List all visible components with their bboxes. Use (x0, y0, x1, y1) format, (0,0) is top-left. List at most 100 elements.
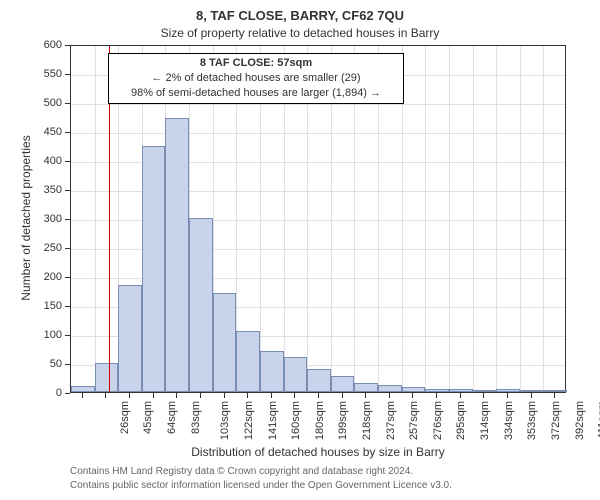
y-tick-label: 250 (0, 242, 62, 254)
x-tick-label: 237sqm (385, 401, 397, 440)
x-tick-mark (483, 393, 484, 398)
x-tick-mark (342, 393, 343, 398)
histogram-bar (425, 389, 449, 392)
x-tick-label: 26sqm (119, 401, 131, 434)
x-tick-label: 276sqm (432, 401, 444, 440)
y-tick-label: 200 (0, 271, 62, 283)
x-tick-label: 141sqm (267, 401, 279, 440)
x-tick-label: 45sqm (142, 401, 154, 434)
histogram-bar (236, 331, 260, 392)
y-tick-mark (65, 74, 70, 75)
x-tick-label: 411sqm (597, 401, 600, 439)
histogram-bar (165, 118, 189, 392)
histogram-bar (260, 351, 284, 392)
x-tick-label: 160sqm (290, 401, 302, 440)
x-tick-label: 392sqm (574, 401, 586, 440)
x-tick-label: 64sqm (166, 401, 178, 434)
y-tick-mark (65, 306, 70, 307)
gridline-v (496, 46, 497, 392)
x-tick-label: 103sqm (219, 401, 231, 440)
y-tick-mark (65, 45, 70, 46)
x-tick-mark (460, 393, 461, 398)
x-tick-mark (412, 393, 413, 398)
chart-container: 8, TAF CLOSE, BARRY, CF62 7QU Size of pr… (0, 0, 600, 500)
x-axis-title: Distribution of detached houses by size … (70, 445, 566, 459)
gridline-v (543, 46, 544, 392)
gridline-h (71, 104, 565, 105)
x-tick-label: 180sqm (314, 401, 326, 440)
x-tick-label: 218sqm (361, 401, 373, 440)
x-tick-mark (318, 393, 319, 398)
annotation-line1: 8 TAF CLOSE: 57sqm (115, 56, 397, 71)
gridline-v (520, 46, 521, 392)
y-tick-label: 350 (0, 184, 62, 196)
y-tick-label: 50 (0, 358, 62, 370)
y-tick-mark (65, 190, 70, 191)
histogram-bar (473, 390, 497, 392)
gridline-h (71, 133, 565, 134)
x-tick-label: 122sqm (243, 401, 255, 440)
histogram-bar (284, 357, 308, 392)
x-tick-label: 314sqm (479, 401, 491, 440)
footer: Contains HM Land Registry data © Crown c… (70, 465, 452, 492)
gridline-v (425, 46, 426, 392)
x-tick-label: 334sqm (503, 401, 515, 440)
y-tick-mark (65, 393, 70, 394)
y-tick-label: 600 (0, 39, 62, 51)
histogram-bar (71, 386, 95, 392)
x-tick-mark (389, 393, 390, 398)
x-tick-mark (247, 393, 248, 398)
chart-title-line2: Size of property relative to detached ho… (0, 26, 600, 40)
x-tick-mark (200, 393, 201, 398)
footer-line2: Contains public sector information licen… (70, 479, 452, 493)
gridline-v (449, 46, 450, 392)
x-tick-label: 295sqm (456, 401, 468, 440)
y-tick-label: 550 (0, 68, 62, 80)
histogram-bar (189, 218, 213, 392)
x-tick-mark (224, 393, 225, 398)
y-tick-label: 500 (0, 97, 62, 109)
y-tick-mark (65, 364, 70, 365)
annotation-line2: ← 2% of detached houses are smaller (29) (115, 71, 397, 86)
histogram-bar (142, 146, 166, 393)
y-tick-mark (65, 132, 70, 133)
x-tick-mark (176, 393, 177, 398)
histogram-bar (496, 389, 520, 392)
y-tick-mark (65, 103, 70, 104)
x-tick-label: 83sqm (190, 401, 202, 434)
x-tick-mark (554, 393, 555, 398)
x-tick-label: 257sqm (408, 401, 420, 440)
footer-line1: Contains HM Land Registry data © Crown c… (70, 465, 452, 479)
y-tick-mark (65, 161, 70, 162)
x-tick-label: 353sqm (526, 401, 538, 440)
y-tick-mark (65, 335, 70, 336)
y-tick-label: 0 (0, 387, 62, 399)
histogram-bar (449, 389, 473, 392)
y-tick-mark (65, 277, 70, 278)
y-tick-mark (65, 219, 70, 220)
histogram-bar (543, 390, 567, 392)
gridline-v (473, 46, 474, 392)
y-tick-label: 150 (0, 300, 62, 312)
histogram-bar (307, 369, 331, 392)
histogram-bar (354, 383, 378, 392)
histogram-bar (520, 390, 544, 392)
annotation-box: 8 TAF CLOSE: 57sqm ← 2% of detached hous… (108, 53, 404, 104)
histogram-bar (331, 376, 355, 392)
x-tick-mark (271, 393, 272, 398)
gridline-v (95, 46, 96, 392)
y-tick-label: 300 (0, 213, 62, 225)
x-tick-mark (507, 393, 508, 398)
x-tick-mark (294, 393, 295, 398)
x-tick-mark (129, 393, 130, 398)
histogram-bar (213, 293, 237, 392)
histogram-bar (118, 285, 142, 392)
chart-title-line1: 8, TAF CLOSE, BARRY, CF62 7QU (0, 8, 600, 23)
x-tick-mark (365, 393, 366, 398)
y-tick-label: 400 (0, 155, 62, 167)
x-tick-mark (153, 393, 154, 398)
annotation-line3: 98% of semi-detached houses are larger (… (115, 86, 397, 101)
x-tick-mark (105, 393, 106, 398)
y-tick-label: 450 (0, 126, 62, 138)
x-tick-label: 199sqm (338, 401, 350, 440)
